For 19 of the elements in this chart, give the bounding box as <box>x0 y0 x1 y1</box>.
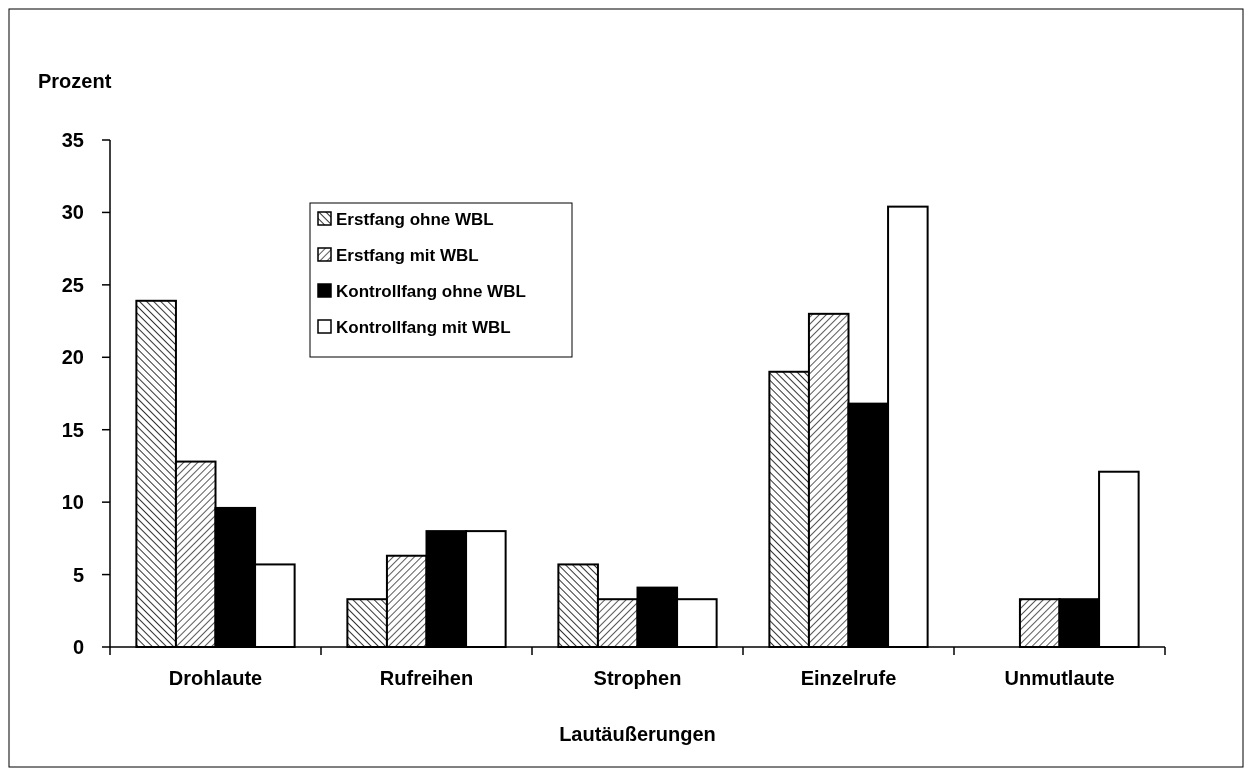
legend-label: Kontrollfang mit WBL <box>336 317 511 337</box>
legend-label: Kontrollfang ohne WBL <box>336 281 526 301</box>
x-tick-label: Drohlaute <box>168 667 263 689</box>
x-tick-label: Strophen <box>593 667 682 689</box>
legend-label: Erstfang mit WBL <box>336 245 479 265</box>
y-tick-label: 35 <box>61 129 84 151</box>
y-tick-label: 20 <box>61 346 84 369</box>
y-tick-label: 0 <box>72 636 84 658</box>
y-tick-label: 10 <box>61 491 84 514</box>
y-tick-label: 5 <box>72 563 84 586</box>
y-axis-title: Prozent <box>38 70 112 92</box>
x-tick-label: Einzelrufe <box>800 667 897 689</box>
x-tick-label: Unmutlaute <box>1004 667 1115 689</box>
x-axis-title: Lautäußerungen <box>559 723 716 745</box>
y-tick-label: 25 <box>61 273 84 296</box>
x-tick-label: Rufreihen <box>379 667 474 689</box>
y-tick-label: 30 <box>61 201 84 224</box>
legend-label: Erstfang ohne WBL <box>336 209 494 229</box>
y-tick-label: 15 <box>61 418 84 441</box>
